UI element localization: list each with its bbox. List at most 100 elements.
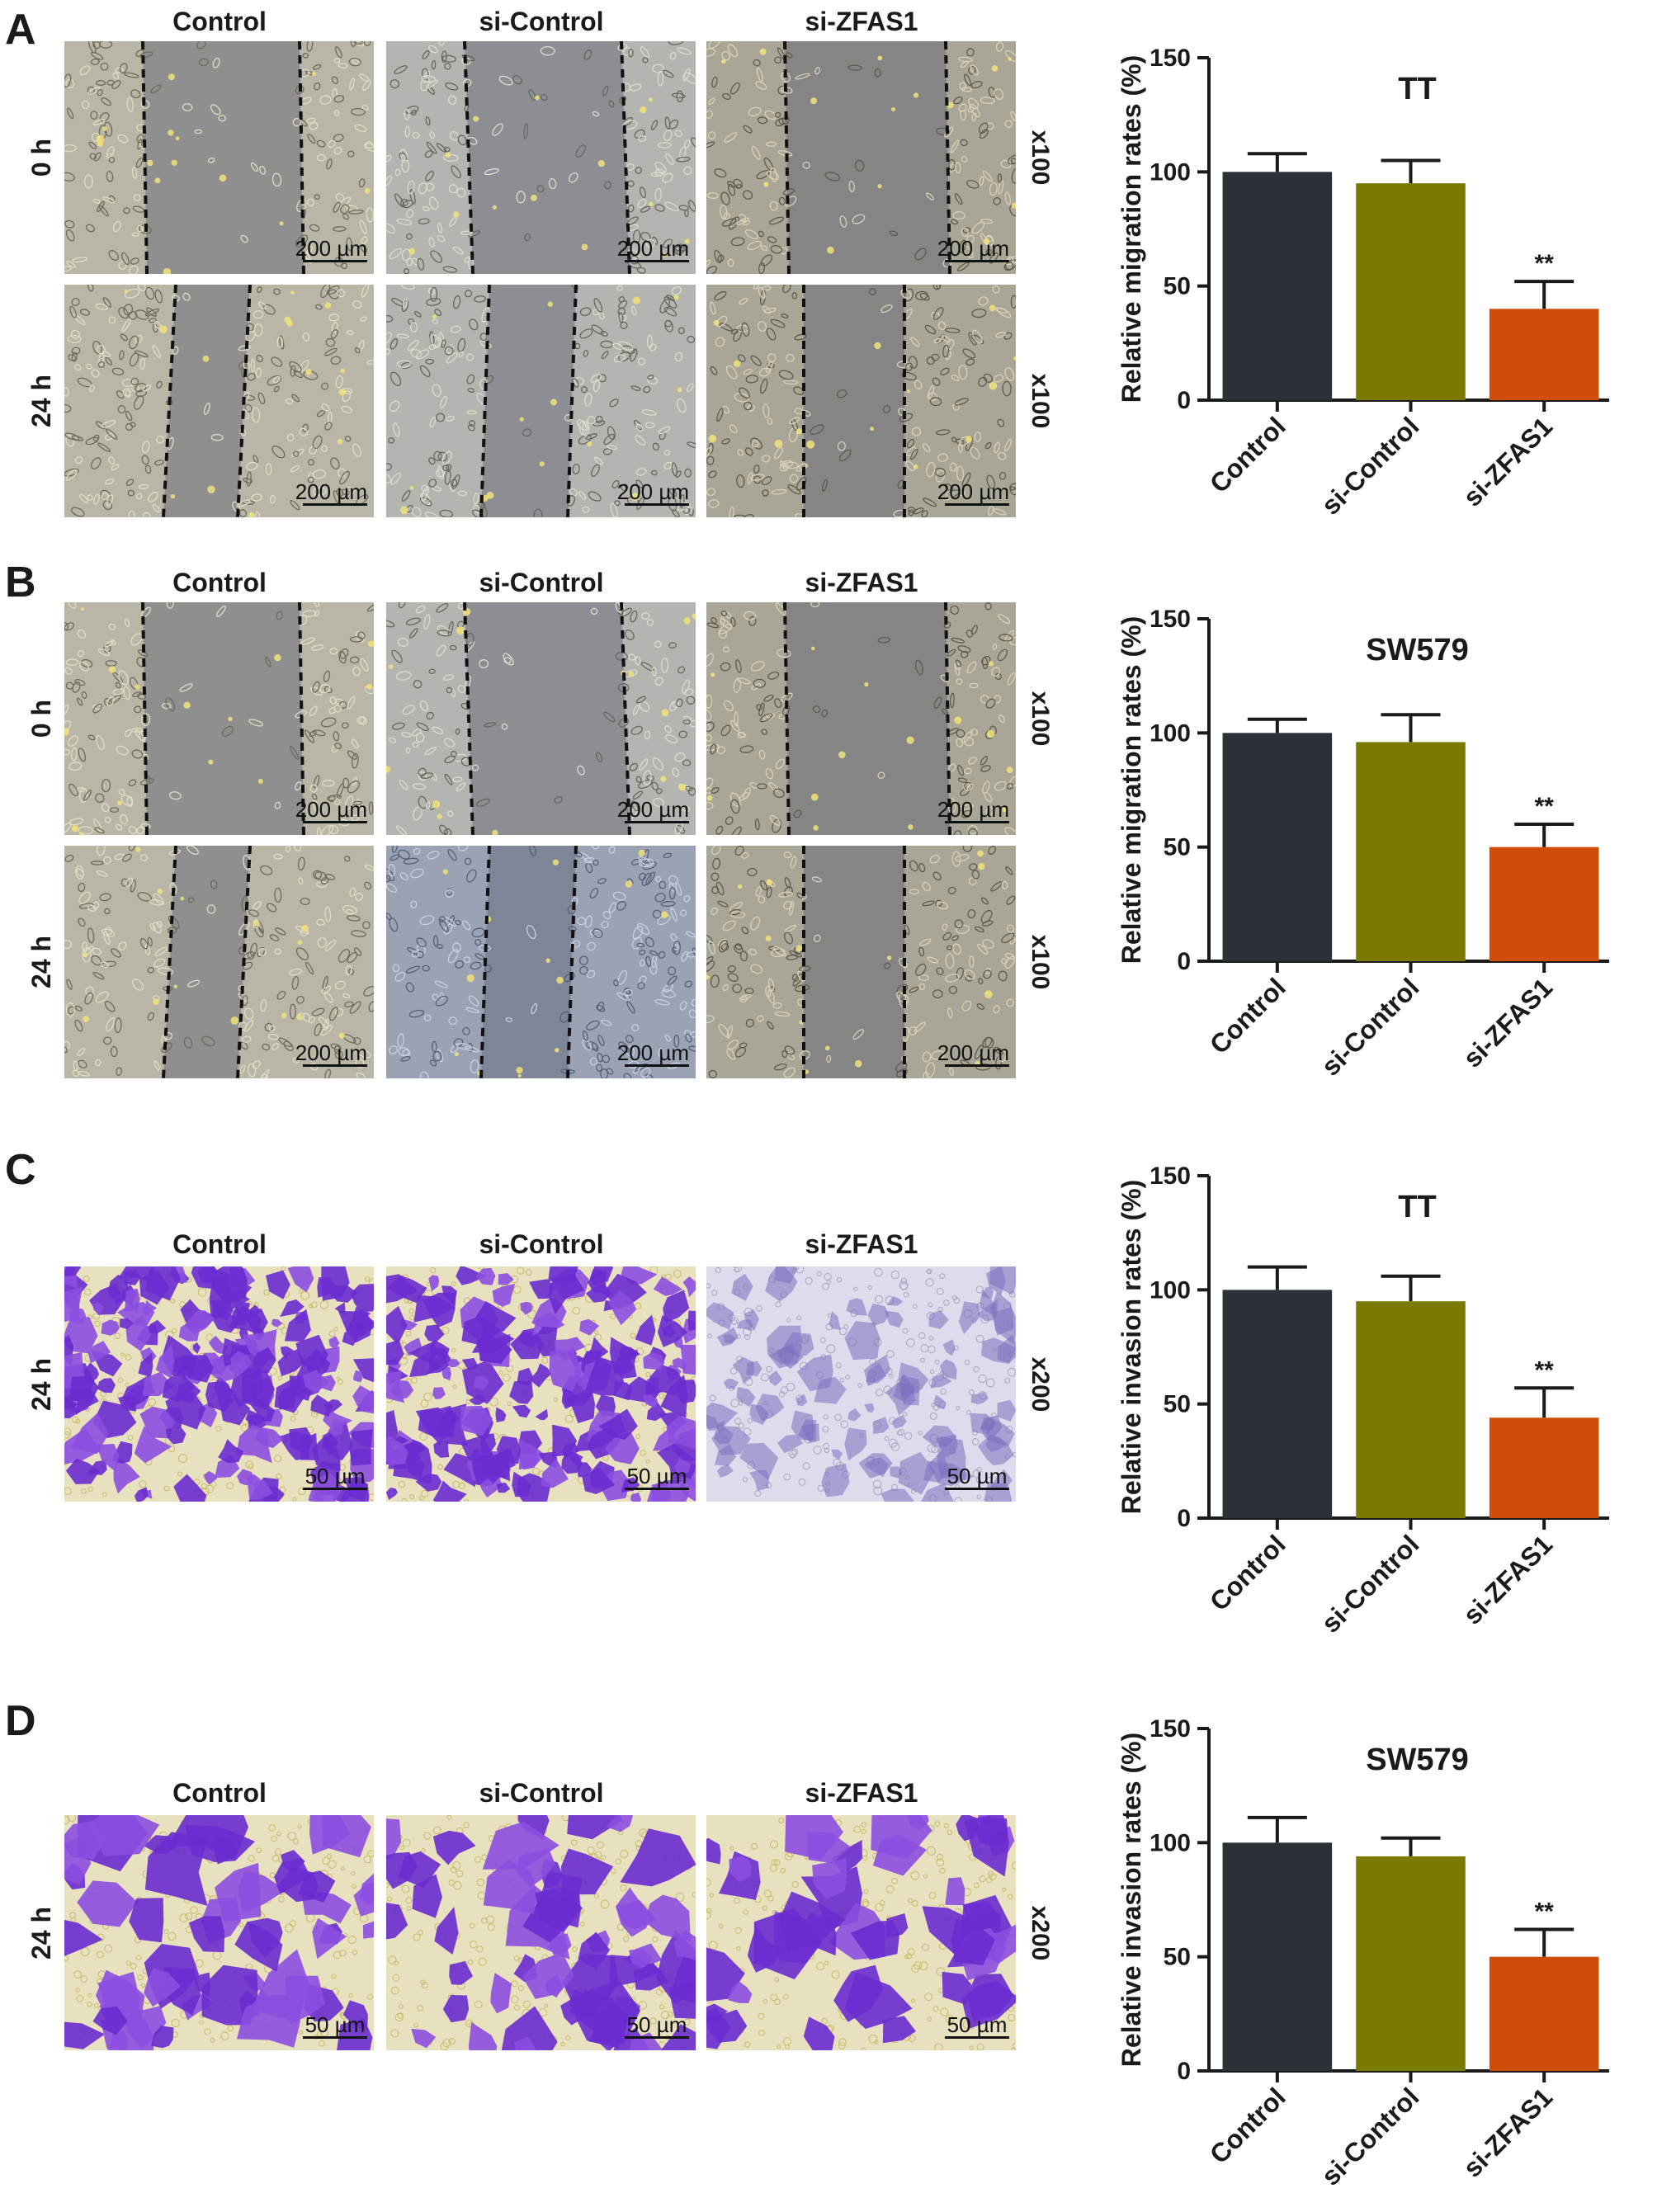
scale-bar-line <box>945 1488 1009 1490</box>
y-tick-label: 50 <box>1164 1944 1191 1971</box>
bar-si-zfas1 <box>1489 1417 1599 1518</box>
micrograph: 200 µm <box>64 41 374 274</box>
y-tick-label: 50 <box>1164 273 1191 300</box>
column-title: si-Control <box>479 568 604 597</box>
scale-bar-line <box>625 2036 689 2039</box>
y-tick-label: 0 <box>1177 1505 1191 1532</box>
scale-bar: 50 µm <box>303 1464 367 1490</box>
micrograph-image <box>64 1815 374 2050</box>
y-axis-label: Relative migration rates (%) <box>1117 55 1146 403</box>
y-tick-label: 50 <box>1164 834 1191 861</box>
scale-bar: 200 µm <box>937 1041 1009 1067</box>
scale-bar-label: 200 µm <box>295 1040 367 1065</box>
scale-bar-line <box>303 1488 367 1490</box>
micrograph: 50 µm <box>64 1266 374 1502</box>
micrograph-image <box>706 846 1016 1078</box>
micrograph-image <box>706 602 1016 835</box>
scale-bar-line <box>625 1064 689 1067</box>
micrograph-image <box>64 285 374 517</box>
x-tick-label: si-ZFAS1 <box>1457 411 1558 512</box>
bar-control <box>1222 733 1333 961</box>
scale-bar-line <box>303 503 367 506</box>
row-label: 24 h <box>26 374 56 428</box>
scale-bar-label: 50 µm <box>305 1464 366 1488</box>
scale-bar-line <box>945 503 1009 506</box>
micrograph: 200 µm <box>386 285 696 517</box>
column-title: si-Control <box>479 1778 604 1808</box>
scale-bar-line <box>303 260 367 262</box>
scale-bar: 50 µm <box>945 2013 1009 2039</box>
x-tick-label: si-ZFAS1 <box>1457 1529 1558 1630</box>
micrograph: 200 µm <box>706 602 1016 835</box>
scale-bar-label: 200 µm <box>616 236 689 261</box>
significance-marker: ** <box>1534 1898 1554 1925</box>
micrograph-image <box>706 41 1016 274</box>
micrograph: 50 µm <box>64 1815 374 2050</box>
scale-bar-line <box>945 821 1009 823</box>
scale-bar: 200 µm <box>617 480 689 506</box>
scale-bar-line <box>303 2036 367 2039</box>
y-tick-label: 0 <box>1177 2058 1191 2085</box>
chart-title: SW579 <box>1366 1743 1469 1777</box>
column-title: si-Control <box>479 1229 604 1259</box>
column-title: si-ZFAS1 <box>805 1229 918 1259</box>
micrograph: 50 µm <box>386 1815 696 2050</box>
micrograph-image <box>706 285 1016 517</box>
y-axis-label: Relative migration rates (%) <box>1117 616 1146 964</box>
significance-marker: ** <box>1534 1356 1554 1384</box>
y-tick-label: 150 <box>1150 45 1191 72</box>
y-axis-label: Relative invasion rates (%) <box>1117 1733 1146 2067</box>
significance-marker: ** <box>1534 793 1554 820</box>
x-tick-label: Control <box>1204 972 1291 1059</box>
y-axis-label: Relative invasion rates (%) <box>1117 1180 1146 1514</box>
chart-title: TT <box>1398 1190 1436 1224</box>
bar-si-control <box>1356 1301 1466 1518</box>
x-tick-label: si-Control <box>1315 1529 1424 1638</box>
scale-bar: 200 µm <box>617 798 689 823</box>
row-label: 24 h <box>26 935 56 989</box>
x-tick-label: si-Control <box>1315 411 1424 520</box>
micrograph-image <box>64 41 374 274</box>
micrograph-image <box>386 602 696 835</box>
x-tick-label: si-Control <box>1315 2082 1424 2191</box>
significance-marker: ** <box>1534 250 1554 277</box>
micrograph-image <box>64 602 374 835</box>
column-title: si-ZFAS1 <box>805 7 918 36</box>
micrograph: 50 µm <box>386 1266 696 1502</box>
bar-si-control <box>1356 183 1466 400</box>
bar-si-zfas1 <box>1489 1956 1599 2071</box>
scale-bar: 200 µm <box>295 480 367 506</box>
micrograph: 200 µm <box>706 846 1016 1078</box>
scale-bar-label: 200 µm <box>937 1040 1009 1065</box>
micrograph: 200 µm <box>386 846 696 1078</box>
scale-bar-line <box>303 821 367 823</box>
scale-bar-label: 50 µm <box>626 1464 687 1488</box>
scale-bar-label: 50 µm <box>626 2012 687 2037</box>
micrograph: 200 µm <box>64 285 374 517</box>
y-tick-label: 0 <box>1177 387 1191 414</box>
micrograph-image <box>386 1266 696 1502</box>
panel-letter: B <box>5 559 36 606</box>
micrograph-image <box>706 1266 1016 1502</box>
scale-bar: 200 µm <box>617 1041 689 1067</box>
magnification-label: x100 <box>1027 373 1054 429</box>
column-title: Control <box>172 1778 267 1808</box>
scale-bar-line <box>625 260 689 262</box>
y-tick-label: 0 <box>1177 948 1191 975</box>
scale-bar-line <box>945 2036 1009 2039</box>
scale-bar-label: 200 µm <box>616 479 689 504</box>
row-label: 0 h <box>26 138 56 177</box>
bar-control <box>1222 1842 1333 2071</box>
micrograph-image <box>706 1815 1016 2050</box>
row-label: 0 h <box>26 699 56 738</box>
micrograph: 50 µm <box>706 1266 1016 1502</box>
scale-bar: 200 µm <box>295 237 367 262</box>
micrograph: 200 µm <box>64 846 374 1078</box>
scale-bar-line <box>303 1064 367 1067</box>
column-title: si-Control <box>479 7 604 36</box>
scale-bar: 50 µm <box>303 2013 367 2039</box>
row-label: 24 h <box>26 1357 56 1411</box>
micrograph-image <box>64 1266 374 1502</box>
magnification-label: x200 <box>1027 1905 1054 1960</box>
